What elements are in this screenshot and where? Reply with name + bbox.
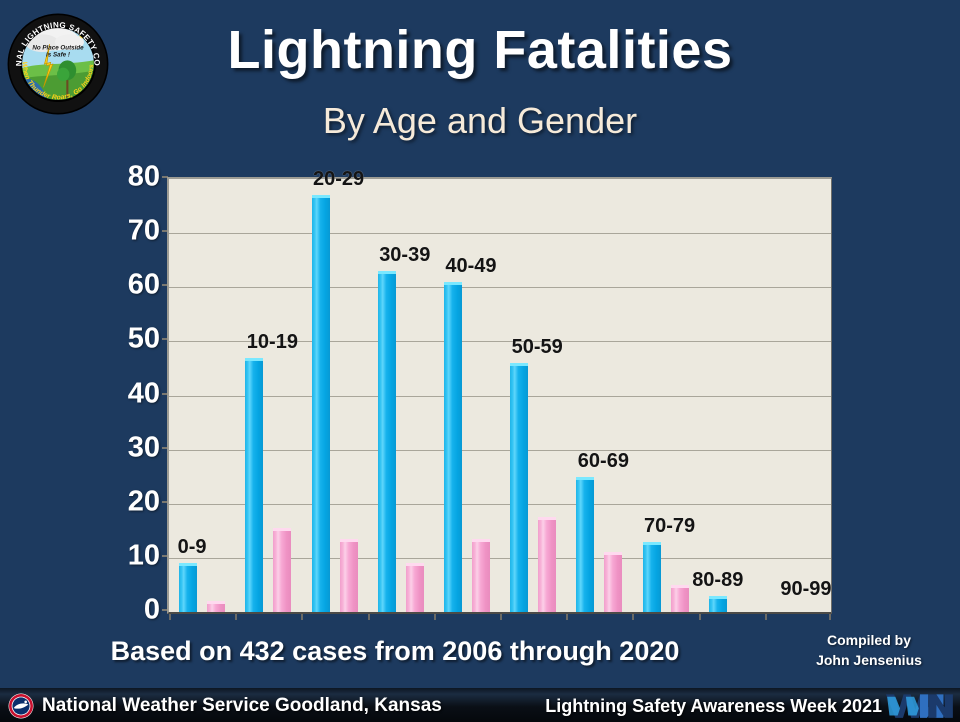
x-axis-tick-mark (829, 614, 831, 620)
bar-group-label-50-59: 50-59 (511, 336, 563, 359)
bar-female-10-19 (273, 528, 292, 612)
y-axis-tick-mark (162, 500, 168, 503)
bar-female-70-79 (670, 584, 689, 612)
x-axis-tick-mark (698, 614, 701, 620)
bar-group-label-30-39: 30-39 (379, 244, 431, 266)
bar-male-0-9 (179, 563, 198, 612)
bar-female-0-9 (207, 601, 226, 612)
footer-office-label: National Weather Service Goodland, Kansa… (42, 695, 442, 716)
gridline (169, 341, 831, 343)
chart-caption: Based on 432 cases from 2006 through 202… (110, 636, 680, 666)
y-axis-tick-mark (162, 609, 168, 611)
y-axis-tick-label: 50 (127, 322, 160, 355)
bar-male-80-89 (708, 595, 727, 612)
y-axis-tick-mark (162, 338, 168, 341)
y-axis-tick-mark (162, 554, 168, 557)
bar-group-label-20-29: 20-29 (313, 168, 365, 191)
x-axis-tick-mark (367, 614, 370, 620)
footer-bar: National Weather Service Goodland, Kansa… (0, 686, 960, 722)
gridline (169, 503, 831, 505)
nlsc-logo-icon: No Place Outside is Safe ! NATIONAL LIGH… (6, 12, 109, 115)
x-axis-tick-mark (764, 614, 767, 620)
plot-area: 0-9 10-19 20-29 30-39 40-49 50-59 60-69 70-79 80… (167, 168, 832, 620)
x-axis-tick-mark (433, 614, 436, 620)
x-axis-tick-mark (235, 614, 238, 620)
x-axis-tick-mark (500, 614, 502, 620)
bar-male-20-29 (311, 195, 330, 612)
credit-line-1: Compiled by (826, 632, 911, 648)
bar-male-50-59 (510, 363, 529, 612)
bar-female-20-29 (339, 538, 358, 612)
bar-group-label-90-99: 90-99 (780, 578, 832, 600)
y-axis-tick-label: 0 (143, 593, 160, 626)
gridline (169, 557, 831, 559)
bar-group-label-10-19: 10-19 (246, 330, 298, 353)
gridline (169, 287, 831, 289)
y-axis-tick-mark (162, 392, 168, 395)
footer-campaign-label: Lightning Safety Awareness Week 2021 (545, 696, 882, 716)
bar-male-70-79 (642, 541, 661, 612)
bar-chart: 0 10 20 30 40 50 60 70 80 0-9 10-19 20-29 30-39 40-4… (127, 161, 838, 626)
y-axis-tick-label: 30 (127, 431, 160, 464)
bar-group-label-60-69: 60-69 (577, 449, 629, 472)
x-axis-tick-mark (632, 614, 635, 620)
bar-male-30-39 (377, 271, 396, 612)
y-axis-tick-mark (162, 230, 168, 233)
bar-group-label-40-49: 40-49 (445, 254, 497, 277)
nws-seal-icon (8, 693, 34, 719)
y-axis-tick-label: 20 (127, 485, 160, 518)
page-title: Lightning Fatalities (227, 20, 733, 80)
gridline (169, 233, 831, 235)
bar-male-10-19 (245, 357, 264, 612)
bar-female-30-39 (405, 563, 424, 612)
y-axis-tick-label: 60 (127, 268, 160, 301)
bar-female-50-59 (538, 517, 557, 612)
y-axis-tick-label: 70 (127, 214, 160, 247)
svg-text:No Place Outside: No Place Outside (32, 44, 84, 51)
credit-block: Compiled by John Jensenius (794, 630, 944, 671)
x-axis-tick-mark (169, 614, 171, 620)
bar-group-label-80-89: 80-89 (692, 568, 744, 591)
x-axis-tick-mark (566, 614, 569, 620)
y-axis: 0 10 20 30 40 50 60 70 80 (127, 161, 168, 626)
gridline (169, 395, 831, 397)
y-axis-tick-label: 10 (127, 539, 160, 572)
x-axis-tick-mark (301, 614, 304, 620)
bar-female-60-69 (604, 552, 623, 612)
credit-line-2: John Jensenius (816, 652, 922, 669)
page-subtitle: By Age and Gender (322, 100, 638, 141)
gridline (169, 449, 831, 451)
bar-group-label-0-9: 0-9 (177, 536, 207, 559)
bar-group-label-70-79: 70-79 (644, 514, 696, 537)
bar-female-40-49 (471, 538, 490, 612)
y-axis-tick-mark (162, 284, 168, 287)
y-axis-tick-mark (162, 176, 168, 178)
bar-male-40-49 (443, 281, 462, 612)
svg-text:is Safe !: is Safe ! (46, 52, 70, 59)
weather-ready-nation-logo-icon (885, 694, 953, 718)
y-axis-tick-label: 40 (127, 377, 160, 409)
bar-male-60-69 (576, 476, 595, 612)
y-axis-tick-label: 80 (127, 160, 160, 193)
y-axis-tick-mark (162, 446, 168, 449)
